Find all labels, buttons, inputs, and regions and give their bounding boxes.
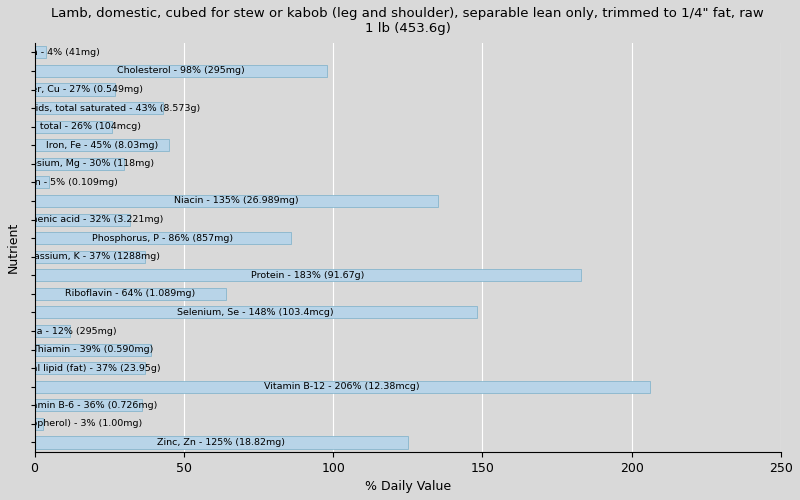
Bar [34,102,163,114]
Text: Thiamin - 39% (0.590mg): Thiamin - 39% (0.590mg) [32,345,154,354]
Bar [34,195,438,207]
Bar [34,344,151,355]
Text: Manganese, Mn - 5% (0.109mg): Manganese, Mn - 5% (0.109mg) [0,178,118,187]
Bar [34,400,142,411]
Bar [34,84,115,96]
Bar [34,232,291,244]
Text: Riboflavin - 64% (1.089mg): Riboflavin - 64% (1.089mg) [65,290,195,298]
Bar [34,269,581,281]
Text: Niacin - 135% (26.989mg): Niacin - 135% (26.989mg) [174,196,298,205]
Bar [34,65,327,77]
Bar [34,250,145,262]
Text: Pantothenic acid - 32% (3.221mg): Pantothenic acid - 32% (3.221mg) [1,215,163,224]
Text: Copper, Cu - 27% (0.549mg): Copper, Cu - 27% (0.549mg) [7,85,143,94]
Text: Fatty acids, total saturated - 43% (8.573g): Fatty acids, total saturated - 43% (8.57… [0,104,200,112]
Bar [34,325,70,337]
Bar [34,306,477,318]
Text: Zinc, Zn - 125% (18.82mg): Zinc, Zn - 125% (18.82mg) [157,438,285,447]
Bar [34,380,650,393]
Bar [34,139,169,151]
Bar [34,288,226,300]
Text: Selenium, Se - 148% (103.4mcg): Selenium, Se - 148% (103.4mcg) [178,308,334,317]
Bar [34,436,408,448]
Bar [34,214,130,226]
Bar [34,418,43,430]
Text: Calcium, Ca - 4% (41mg): Calcium, Ca - 4% (41mg) [0,48,100,57]
Text: Protein - 183% (91.67g): Protein - 183% (91.67g) [251,271,365,280]
Text: Cholesterol - 98% (295mg): Cholesterol - 98% (295mg) [117,66,245,76]
Title: Lamb, domestic, cubed for stew or kabob (leg and shoulder), separable lean only,: Lamb, domestic, cubed for stew or kabob … [51,7,764,35]
Bar [34,120,112,132]
Text: Vitamin B-6 - 36% (0.726mg): Vitamin B-6 - 36% (0.726mg) [19,401,158,410]
Text: Vitamin B-12 - 206% (12.38mcg): Vitamin B-12 - 206% (12.38mcg) [264,382,420,392]
Text: Sodium, Na - 12% (295mg): Sodium, Na - 12% (295mg) [0,326,117,336]
X-axis label: % Daily Value: % Daily Value [365,480,451,493]
Bar [34,176,50,188]
Text: Folate, total - 26% (104mcg): Folate, total - 26% (104mcg) [6,122,142,131]
Text: Phosphorus, P - 86% (857mg): Phosphorus, P - 86% (857mg) [92,234,234,242]
Bar [34,362,145,374]
Text: Magnesium, Mg - 30% (118mg): Magnesium, Mg - 30% (118mg) [5,160,154,168]
Text: Vitamin E (alpha-tocopherol) - 3% (1.00mg): Vitamin E (alpha-tocopherol) - 3% (1.00m… [0,420,142,428]
Bar [34,46,46,58]
Y-axis label: Nutrient: Nutrient [7,222,20,273]
Text: Total lipid (fat) - 37% (23.95g): Total lipid (fat) - 37% (23.95g) [18,364,161,372]
Text: Potassium, K - 37% (1288mg): Potassium, K - 37% (1288mg) [19,252,160,261]
Text: Iron, Fe - 45% (8.03mg): Iron, Fe - 45% (8.03mg) [46,140,158,149]
Bar [34,158,124,170]
